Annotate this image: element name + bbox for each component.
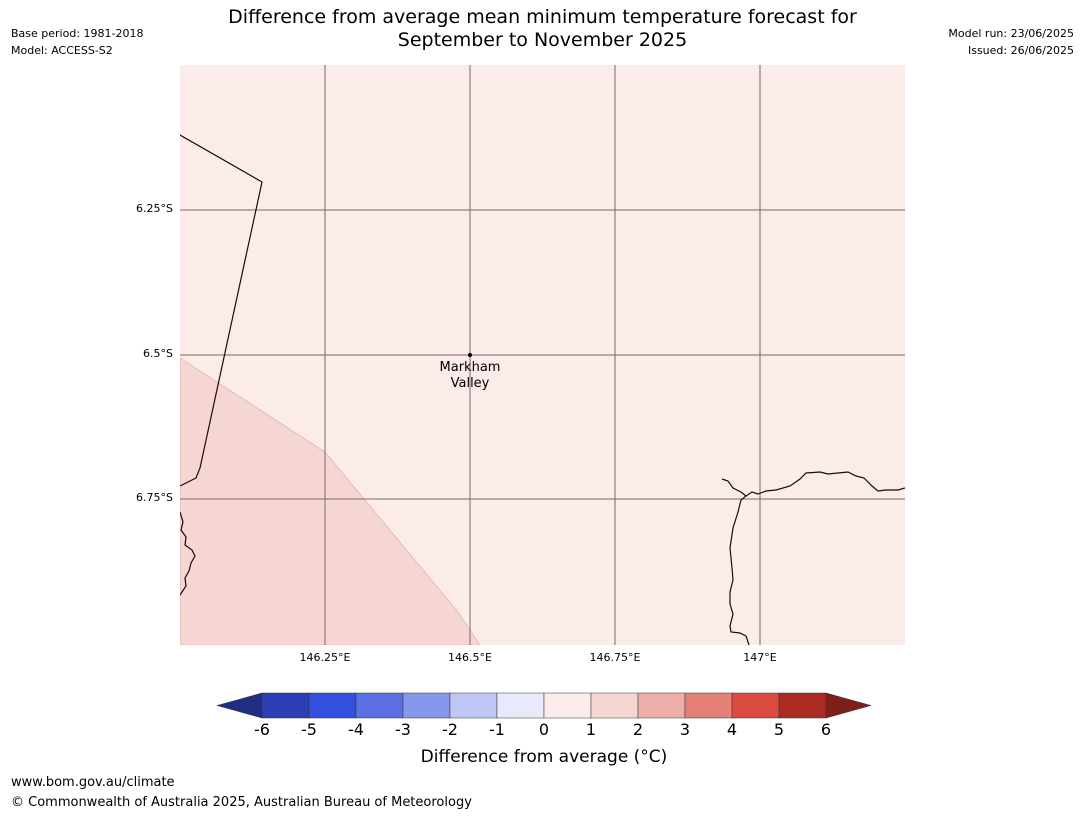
model-run-text: Model run: 23/06/2025 [948,27,1074,40]
colorbar-tick-label: -1 [489,720,505,739]
colorbar-tick-label: -2 [442,720,458,739]
lon-label-147: 147°E [743,651,777,664]
lat-label-6-75: 6.75°S [136,491,173,504]
header-meta-left: Base period: 1981-2018 Model: ACCESS-S2 [11,25,143,59]
colorbar-extend-low [216,692,263,719]
map-title-line1: Difference from average mean minimum tem… [228,6,857,28]
colorbar-bin-5 [496,692,545,719]
province-boundary [180,134,263,487]
colorbar-bin-9 [684,692,733,719]
base-period-text: Base period: 1981-2018 [11,27,144,40]
map-area [180,65,905,645]
boundaries [180,134,905,645]
colorbar-extend-high [825,692,872,719]
colorbar-bin-1 [308,692,357,719]
river-markham [729,495,750,645]
lon-label-146-75: 146.75°E [589,651,641,664]
lat-label-6-25: 6.25°S [136,202,173,215]
colorbar-bin-8 [637,692,686,719]
footer-url: www.bom.gov.au/climate [11,775,175,790]
colorbar-tick-label: 4 [726,720,738,739]
colorbar-tick-label: 0 [538,720,550,739]
colorbar-tick-label: 3 [679,720,691,739]
colorbar-bin-0 [261,692,310,719]
footer-copyright: © Commonwealth of Australia 2025, Austra… [11,795,472,810]
place-name-line1: Markham [439,360,501,375]
lon-label-146-5: 146.5°E [448,651,492,664]
colorbar-bin-2 [355,692,404,719]
header-meta-right: Model run: 23/06/2025 Issued: 26/06/2025 [948,25,1074,59]
place-marker [468,353,472,357]
colorbar-tick-label: -5 [301,720,317,739]
province-boundary-south [180,511,196,596]
colorbar-bin-11 [778,692,827,719]
place-name-line2: Valley [450,376,490,391]
map-title-line2: September to November 2025 [397,29,688,51]
lon-label-146-25: 146.25°E [299,651,351,664]
place-label-markham-valley: Markham Valley [440,360,501,392]
colorbar-bin-6 [543,692,592,719]
colorbar-tick-label: 2 [632,720,644,739]
anomaly-zone-1-to-2 [180,357,481,645]
lat-label-6-5: 6.5°S [143,347,173,360]
colorbar-tick-label: -6 [254,720,270,739]
coastline-huon [721,471,905,497]
model-text: Model: ACCESS-S2 [11,44,113,57]
colorbar-bin-4 [449,692,498,719]
colorbar-tick-label: 5 [773,720,785,739]
colorbar-tick-label: -3 [395,720,411,739]
colorbar-bin-3 [402,692,451,719]
colorbar-bin-7 [590,692,639,719]
colorbar [216,692,872,719]
colorbar-title: Difference from average (°C) [420,747,668,767]
colorbar-tick-label: -4 [348,720,364,739]
colorbar-tick-label: 1 [585,720,597,739]
colorbar-bin-10 [731,692,780,719]
issued-text: Issued: 26/06/2025 [967,44,1074,57]
colorbar-tick-label: 6 [820,720,832,739]
map-title: Difference from average mean minimum tem… [180,6,905,52]
